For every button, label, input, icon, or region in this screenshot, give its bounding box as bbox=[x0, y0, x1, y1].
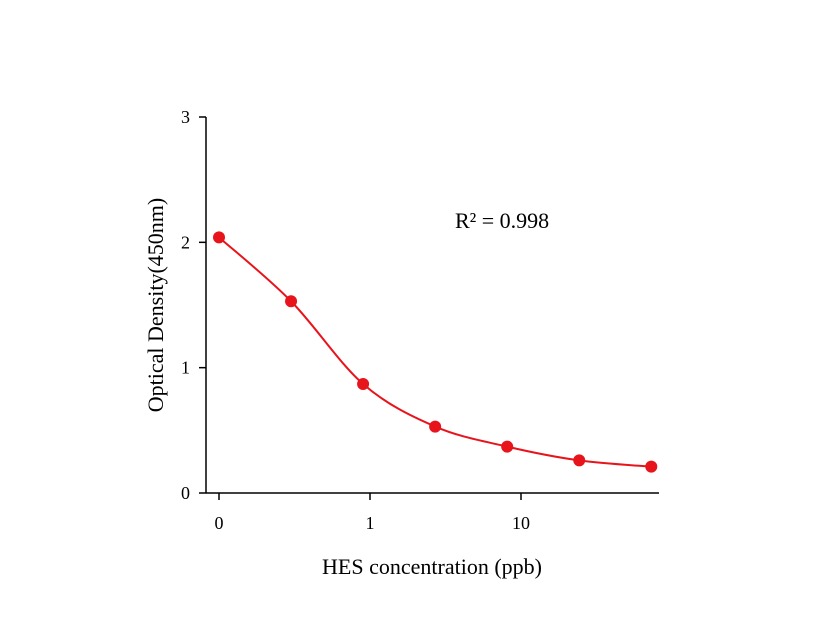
data-point bbox=[285, 295, 298, 308]
data-point bbox=[645, 460, 658, 473]
data-point bbox=[213, 231, 225, 244]
y-tick-label: 1 bbox=[181, 358, 190, 378]
x-tick-label: 1 bbox=[366, 513, 375, 533]
r-squared-annotation: R² = 0.998 bbox=[455, 208, 549, 233]
y-tick-label: 3 bbox=[181, 107, 190, 127]
data-point bbox=[573, 454, 586, 467]
data-point bbox=[501, 440, 514, 453]
y-ticks: 0 1 2 3 bbox=[181, 107, 206, 503]
y-tick-label: 0 bbox=[181, 483, 190, 503]
data-points bbox=[213, 231, 658, 473]
y-tick-label: 2 bbox=[181, 232, 190, 252]
x-tick-label: 0 bbox=[215, 513, 224, 533]
x-axis-title: HES concentration (ppb) bbox=[322, 554, 542, 579]
x-tick-label: 10 bbox=[512, 513, 530, 533]
data-point bbox=[357, 377, 370, 390]
data-point bbox=[429, 420, 442, 433]
x-ticks: 0 1 10 bbox=[215, 493, 530, 533]
y-axis-title: Optical Density(450nm) bbox=[143, 198, 168, 412]
